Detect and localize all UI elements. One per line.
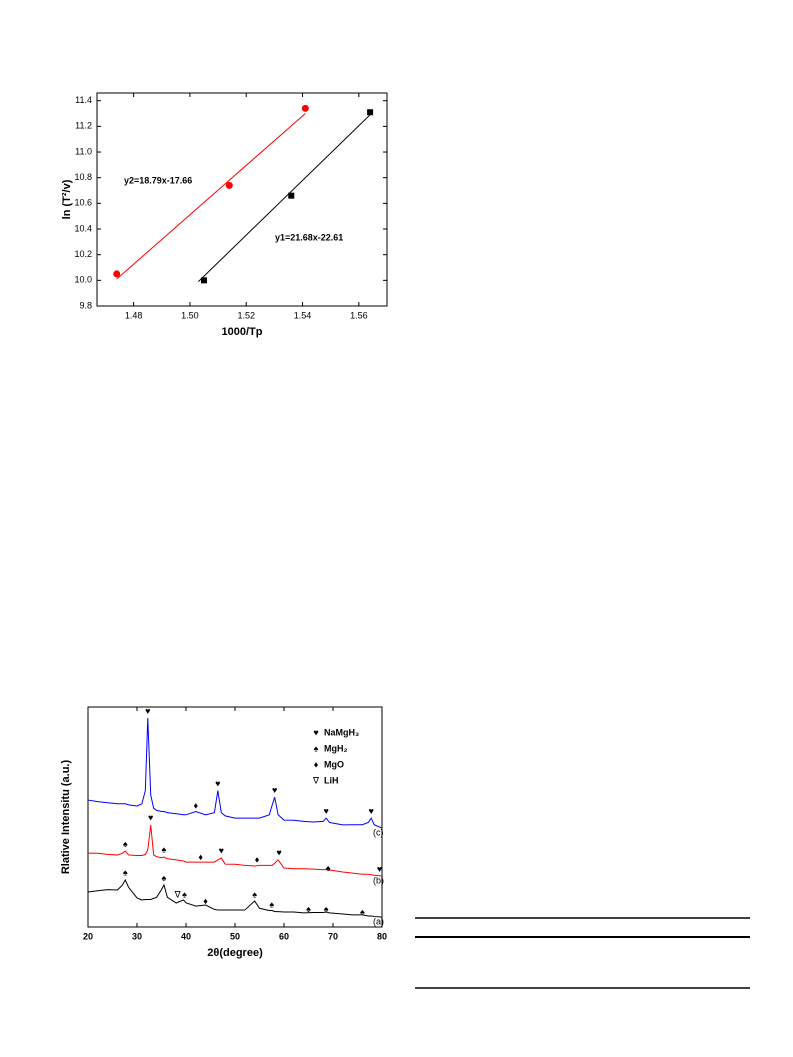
legend-symbol: ♥ — [313, 727, 318, 737]
x-tick-label: 1.50 — [181, 310, 199, 320]
peak-marker: ♥ — [215, 778, 220, 788]
peak-marker: ♥ — [323, 806, 328, 816]
legend-symbol: ♠ — [314, 743, 319, 753]
data-point — [225, 181, 233, 189]
x-tick-label: 1.56 — [350, 310, 368, 320]
peak-marker: ♥ — [148, 812, 153, 822]
peak-marker: ♠ — [324, 904, 329, 914]
peak-marker: ♥ — [145, 706, 150, 716]
x-tick-label: 1.48 — [125, 310, 143, 320]
y-tick-label: 11.4 — [75, 95, 92, 105]
y-tick-label: 11.0 — [75, 146, 92, 156]
peak-marker: ♠ — [123, 867, 128, 877]
pattern-line — [87, 878, 383, 918]
peak-marker: ∇ — [174, 889, 182, 899]
peak-marker: ♠ — [360, 907, 365, 917]
plot-frame — [96, 92, 388, 307]
x-tick-label: 1.52 — [237, 310, 255, 320]
y-tick-label: 9.8 — [79, 300, 92, 310]
legend-label: MgH₂ — [324, 743, 348, 753]
x-tick-label: 60 — [279, 931, 289, 941]
x-tick-label: 80 — [377, 931, 387, 941]
data-point — [301, 104, 309, 112]
x-tick-label: 40 — [181, 931, 191, 941]
peak-marker: ♠ — [326, 863, 331, 873]
peak-marker: ♥ — [276, 848, 281, 858]
y-axis-title: ln (T²/v) — [61, 179, 73, 219]
fit-line — [198, 114, 371, 282]
peak-marker: ♠ — [269, 899, 274, 909]
peak-marker: ♦ — [198, 852, 203, 862]
x-tick-label: 1.54 — [294, 310, 312, 320]
peak-marker: ♠ — [252, 889, 257, 899]
series-label: (c) — [373, 827, 384, 837]
y-tick-label: 10.2 — [74, 249, 92, 259]
fit-equation: y2=18.79x-17.66 — [124, 175, 192, 185]
peak-marker: ♥ — [272, 785, 277, 795]
peak-marker: ♦ — [203, 896, 208, 906]
y-tick-label: 10.6 — [74, 198, 92, 208]
legend-symbol: ♦ — [314, 759, 319, 769]
peak-marker: ♠ — [306, 904, 311, 914]
peak-marker: ♠ — [162, 844, 167, 854]
peak-marker: ♦ — [255, 854, 260, 864]
peak-marker: ♥ — [377, 864, 382, 874]
legend-label: LiH — [324, 775, 339, 785]
x-tick-label: 50 — [230, 931, 240, 941]
data-point — [113, 270, 121, 278]
plot-frame — [87, 706, 383, 928]
peak-marker: ♥ — [369, 806, 374, 816]
series-label: (b) — [373, 875, 384, 885]
data-point — [200, 277, 207, 284]
legend-label: MgO — [324, 759, 344, 769]
y-tick-label: 10.0 — [74, 275, 92, 285]
x-tick-label: 30 — [132, 931, 142, 941]
x-tick-label: 20 — [83, 931, 93, 941]
y-tick-label: 11.2 — [75, 121, 92, 131]
legend-label: NaMgH₃ — [324, 727, 359, 737]
x-axis-title: 1000/Tp — [222, 326, 263, 338]
fit-equation: y1=21.68x-22.61 — [275, 232, 343, 242]
pattern-line — [87, 824, 383, 877]
data-point — [288, 192, 295, 199]
peak-marker: ♠ — [182, 889, 187, 899]
peak-marker: ♠ — [162, 873, 167, 883]
pattern-line — [87, 717, 383, 829]
peak-marker: ♥ — [219, 845, 224, 855]
y-tick-label: 10.4 — [74, 223, 92, 233]
peak-marker: ♦ — [194, 800, 199, 810]
x-tick-label: 70 — [328, 931, 338, 941]
legend-symbol: ∇ — [312, 775, 320, 785]
x-axis-title: 2θ(degree) — [207, 947, 263, 959]
y-axis-title: Rlative Intensitu (a.u.) — [60, 760, 72, 875]
y-tick-label: 10.8 — [74, 172, 92, 182]
series-label: (a) — [373, 916, 384, 926]
data-point — [367, 109, 374, 116]
peak-marker: ♠ — [123, 839, 128, 849]
fit-line — [116, 113, 306, 280]
